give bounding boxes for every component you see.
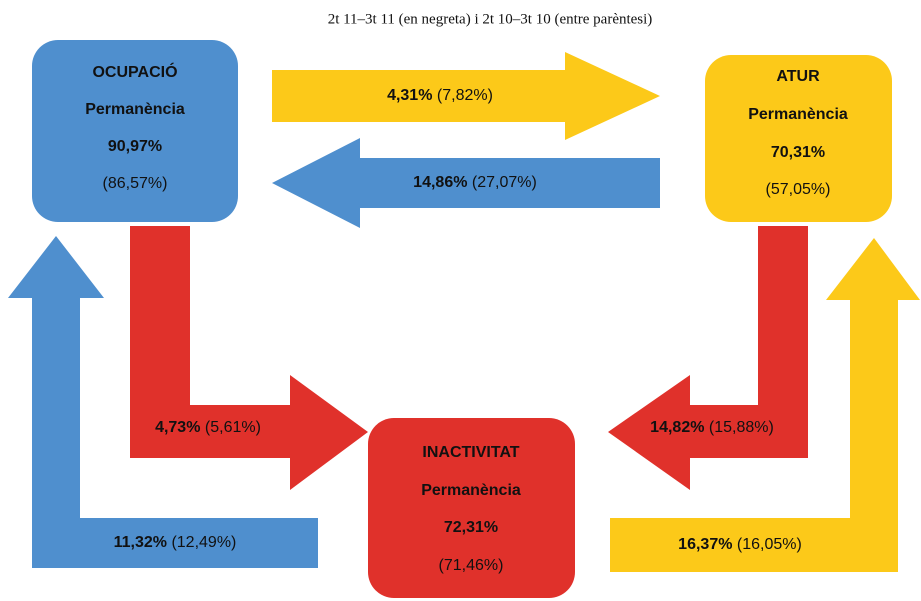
flow-label: 14,82% (15,88%) [650,419,774,436]
arrow-atur-inactivitat [608,226,808,490]
flow-current: 4,31% [387,87,432,104]
node-previous: (86,57%) [103,175,168,192]
flow-previous: (5,61%) [205,419,261,436]
node-current: 70,31% [771,144,825,161]
node-previous: (71,46%) [439,557,504,574]
flow-previous: (12,49%) [171,534,236,551]
title: 2t 11–3t 11 (en negreta) i 2t 10–3t 10 (… [328,11,653,27]
flow-current: 14,82% [650,419,704,436]
box-ocupacio [32,40,238,222]
arrow-inactivitat-atur [610,238,920,572]
box-inactivitat-text: INACTIVITAT Permanència 72,31% (71,46%) [421,444,521,574]
flow-previous: (16,05%) [737,536,802,553]
flow-previous: (27,07%) [472,174,537,191]
flow-label: 14,86% (27,07%) [413,174,537,191]
flow-current: 11,32% [114,534,167,551]
box-atur [705,55,892,222]
flow-label: 16,37% (16,05%) [678,536,802,553]
node-label: Permanència [85,101,185,118]
node-label: Permanència [748,106,848,123]
node-name: OCUPACIÓ [92,62,177,81]
arrow-atur-ocupacio [272,138,660,228]
flow-label: 4,31% (7,82%) [387,87,493,104]
arrow-ocupacio-atur [272,52,660,140]
flow-current: 4,73% [155,419,200,436]
flow-current: 16,37% [678,536,732,553]
flow-previous: (15,88%) [709,419,774,436]
node-label: Permanència [421,482,521,499]
box-ocupacio-text: OCUPACIÓ Permanència 90,97% (86,57%) [85,62,185,192]
node-previous: (57,05%) [766,181,831,198]
flow-previous: (7,82%) [437,87,493,104]
box-inactivitat [368,418,575,598]
flow-label: 4,73% (5,61%) [155,419,261,436]
node-name: INACTIVITAT [422,444,519,461]
flow-label: 11,32% (12,49%) [114,534,237,551]
node-name: ATUR [776,68,820,85]
node-current: 90,97% [108,138,162,155]
arrow-inactivitat-ocupacio [8,236,318,568]
arrow-ocupacio-inactivitat [130,226,368,490]
node-current: 72,31% [444,519,498,536]
box-atur-text: ATUR Permanència 70,31% (57,05%) [748,68,848,198]
flow-current: 14,86% [413,174,467,191]
